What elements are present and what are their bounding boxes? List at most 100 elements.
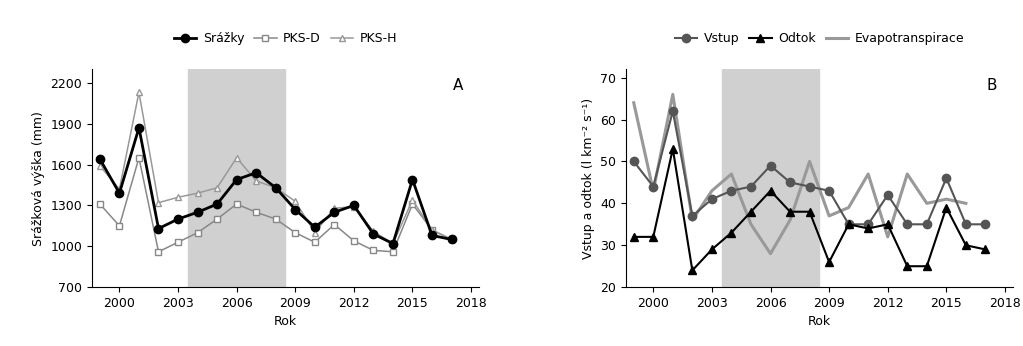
- Odtok: [784, 210, 796, 214]
- Odtok: [667, 147, 679, 151]
- PKS-D: [270, 217, 282, 221]
- Vstup: [706, 197, 718, 201]
- Evapotranspirace: [901, 172, 914, 176]
- Bar: [188, 69, 285, 287]
- Vstup: [764, 164, 776, 168]
- Srážky: [191, 210, 204, 214]
- Odtok: [686, 268, 699, 273]
- Vstup: [667, 109, 679, 113]
- Srážky: [270, 186, 282, 190]
- Srážky: [114, 191, 126, 195]
- Srážky: [172, 217, 184, 221]
- Y-axis label: Srážková výška (mm): Srážková výška (mm): [32, 111, 45, 246]
- Odtok: [921, 264, 933, 268]
- PKS-H: [348, 205, 360, 209]
- Y-axis label: Vstup a odtok (l km⁻² s⁻¹): Vstup a odtok (l km⁻² s⁻¹): [582, 98, 594, 259]
- Text: A: A: [453, 78, 463, 93]
- Evapotranspirace: [921, 201, 933, 206]
- Evapotranspirace: [745, 222, 757, 226]
- PKS-H: [152, 201, 165, 205]
- Vstup: [843, 222, 855, 226]
- PKS-H: [230, 156, 242, 160]
- Srážky: [230, 177, 242, 182]
- Vstup: [784, 180, 796, 184]
- Evapotranspirace: [706, 189, 718, 193]
- Evapotranspirace: [803, 160, 815, 164]
- PKS-D: [290, 231, 302, 235]
- Odtok: [882, 222, 894, 226]
- Srážky: [426, 233, 438, 237]
- Vstup: [627, 160, 639, 164]
- Srážky: [290, 208, 302, 212]
- Bar: [721, 69, 819, 287]
- PKS-D: [152, 250, 165, 254]
- Srážky: [94, 157, 106, 161]
- PKS-H: [290, 199, 302, 203]
- PKS-H: [445, 237, 457, 242]
- Vstup: [882, 193, 894, 197]
- Odtok: [725, 231, 738, 235]
- Evapotranspirace: [725, 172, 738, 176]
- Srážky: [387, 242, 399, 246]
- PKS-D: [426, 228, 438, 232]
- Vstup: [940, 176, 952, 180]
- Vstup: [725, 189, 738, 193]
- Evapotranspirace: [764, 252, 776, 256]
- Srážky: [328, 210, 341, 214]
- PKS-D: [230, 202, 242, 206]
- Srážky: [133, 126, 145, 130]
- PKS-D: [250, 210, 262, 214]
- Line: Srážky: Srážky: [96, 124, 455, 248]
- PKS-D: [114, 224, 126, 228]
- Vstup: [648, 184, 660, 189]
- PKS-H: [114, 187, 126, 191]
- Odtok: [648, 235, 660, 239]
- Srážky: [367, 232, 380, 236]
- Vstup: [960, 222, 972, 226]
- PKS-H: [328, 206, 341, 210]
- Odtok: [940, 206, 952, 210]
- Evapotranspirace: [648, 189, 660, 193]
- Odtok: [764, 189, 776, 193]
- Evapotranspirace: [940, 197, 952, 201]
- PKS-D: [191, 231, 204, 235]
- Vstup: [803, 184, 815, 189]
- Legend: Srážky, PKS-D, PKS-H: Srážky, PKS-D, PKS-H: [169, 27, 402, 51]
- PKS-H: [387, 242, 399, 246]
- Srážky: [211, 202, 223, 206]
- Srážky: [445, 237, 457, 242]
- Line: PKS-H: PKS-H: [96, 89, 455, 247]
- PKS-D: [328, 222, 341, 227]
- Odtok: [979, 247, 991, 252]
- Odtok: [627, 235, 639, 239]
- PKS-D: [348, 239, 360, 243]
- PKS-H: [309, 231, 321, 235]
- Srážky: [348, 203, 360, 208]
- Vstup: [822, 189, 835, 193]
- Vstup: [745, 184, 757, 189]
- Odtok: [843, 222, 855, 226]
- PKS-H: [191, 191, 204, 195]
- Vstup: [686, 214, 699, 218]
- Evapotranspirace: [667, 92, 679, 97]
- PKS-H: [250, 179, 262, 183]
- PKS-H: [270, 186, 282, 190]
- Odtok: [960, 243, 972, 247]
- Vstup: [979, 222, 991, 226]
- PKS-D: [211, 217, 223, 221]
- PKS-D: [309, 240, 321, 244]
- Evapotranspirace: [627, 101, 639, 105]
- PKS-D: [94, 202, 106, 206]
- Srážky: [309, 225, 321, 229]
- Odtok: [901, 264, 914, 268]
- PKS-H: [367, 229, 380, 234]
- PKS-H: [94, 164, 106, 168]
- PKS-D: [387, 250, 399, 254]
- PKS-H: [426, 228, 438, 232]
- Line: Odtok: Odtok: [629, 145, 989, 275]
- PKS-H: [172, 195, 184, 199]
- Line: PKS-D: PKS-D: [96, 154, 455, 255]
- Srážky: [152, 227, 165, 231]
- PKS-D: [406, 202, 418, 206]
- PKS-H: [211, 186, 223, 190]
